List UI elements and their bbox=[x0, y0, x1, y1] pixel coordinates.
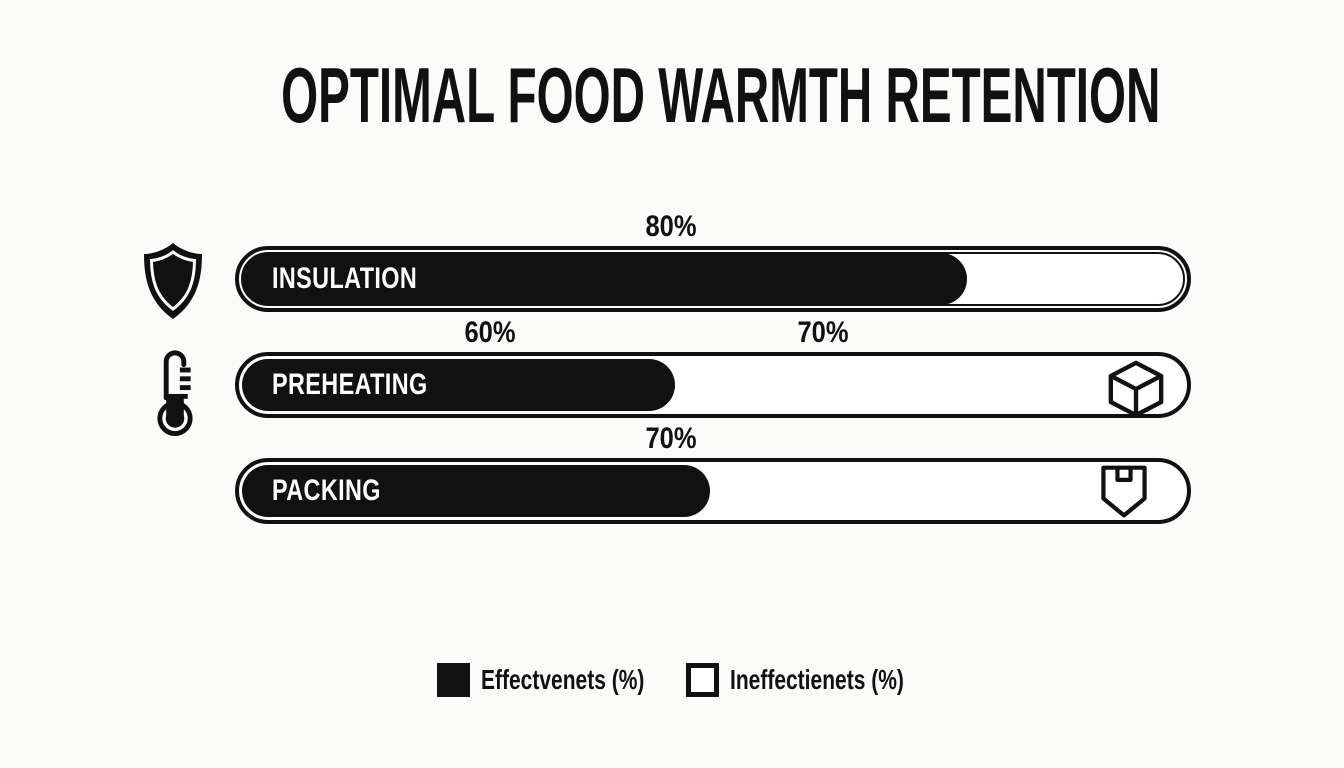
bar-label-insulation: INSULATION bbox=[272, 262, 418, 295]
legend-item-effective: Effectvenets (%) bbox=[437, 663, 699, 697]
bar-label-preheating: PREHEATING bbox=[272, 368, 428, 401]
page-title: OPTIMAL FOOD WARMTH RETENTION bbox=[0, 55, 1344, 135]
thermometer-icon bbox=[152, 347, 198, 437]
bar-fill-preheating: PREHEATING bbox=[242, 359, 676, 411]
bar-packing: PACKING bbox=[235, 458, 1191, 524]
bar-label-packing: PACKING bbox=[272, 474, 381, 507]
package-tag-icon bbox=[1096, 463, 1152, 521]
value-label-preheating-2: 70% bbox=[797, 316, 849, 349]
legend-label-ineffective: Ineffectienets (%) bbox=[730, 664, 904, 695]
bar-fill-insulation: INSULATION bbox=[242, 253, 968, 305]
legend-swatch-outline bbox=[686, 663, 719, 697]
page-title-text: OPTIMAL FOOD WARMTH RETENTION bbox=[281, 51, 1161, 139]
cube-icon bbox=[1103, 359, 1169, 419]
bar-insulation: INSULATION bbox=[235, 246, 1191, 312]
legend-label-effective: Effectvenets (%) bbox=[481, 664, 645, 695]
value-label-preheating-1: 60% bbox=[464, 316, 516, 349]
shield-icon bbox=[141, 241, 205, 321]
legend-swatch-filled bbox=[437, 663, 470, 697]
value-label-insulation: 80% bbox=[645, 210, 697, 243]
bar-preheating: PREHEATING bbox=[235, 352, 1191, 418]
value-label-packing: 70% bbox=[645, 422, 697, 455]
legend-item-ineffective: Ineffectienets (%) bbox=[686, 663, 962, 697]
bar-fill-packing: PACKING bbox=[242, 465, 711, 517]
